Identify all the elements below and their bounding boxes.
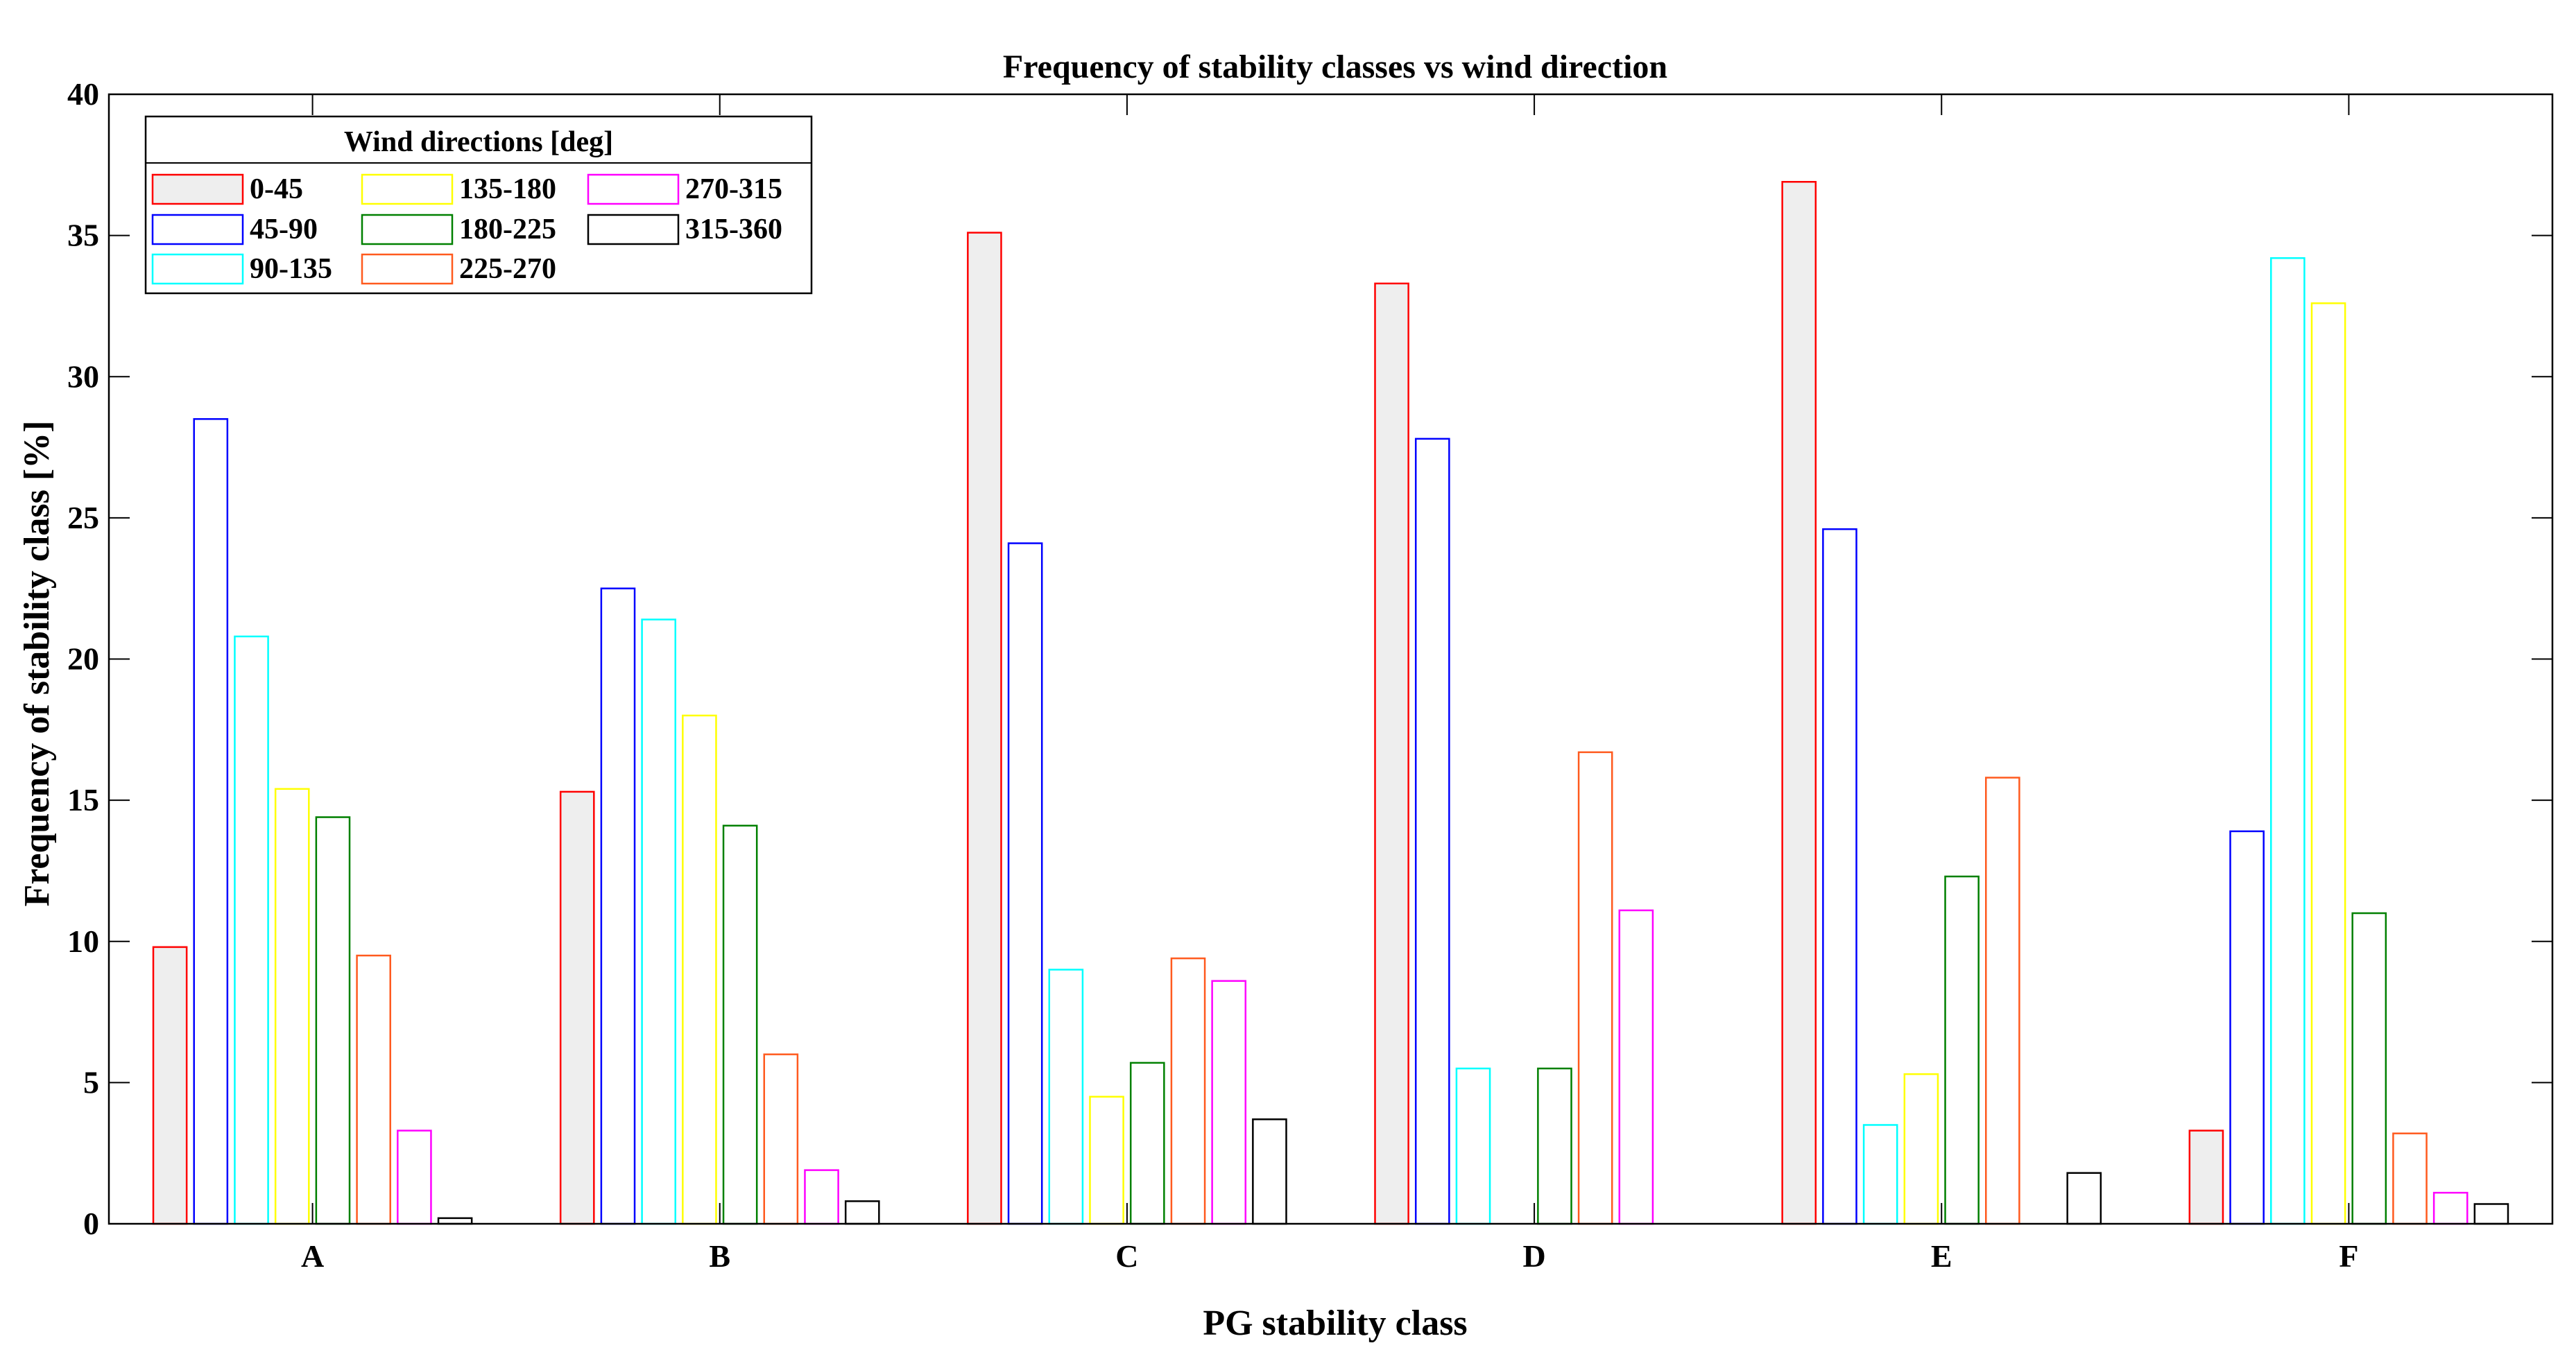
y-tick-label: 20 xyxy=(67,641,99,677)
legend-entry-90-135: 90-135 xyxy=(151,253,332,285)
series-0-45 xyxy=(152,180,2224,1225)
chart-title: Frequency of stability classes vs wind d… xyxy=(1003,49,1667,85)
y-tick-label: 30 xyxy=(67,358,99,394)
bars-layer xyxy=(152,180,2509,1225)
bar-C-0-45 xyxy=(967,232,1002,1225)
y-tick-label: 10 xyxy=(67,924,99,959)
x-tick-label: B xyxy=(709,1238,730,1274)
legend-title: Wind directions [deg] xyxy=(344,126,613,158)
legend-entry-270-315: 270-315 xyxy=(587,173,782,205)
bar-D-0-45 xyxy=(1374,282,1409,1225)
legend-label: 180-225 xyxy=(459,214,556,245)
bar-A-0-45 xyxy=(152,946,188,1225)
y-tick-label: 40 xyxy=(67,76,99,112)
legend-entry-45-90: 45-90 xyxy=(151,214,318,245)
legend-label: 225-270 xyxy=(459,253,556,285)
legend-label: 135-180 xyxy=(459,173,556,205)
y-axis-label: Frequency of stability class [%] xyxy=(17,421,57,907)
legend-box xyxy=(144,115,813,295)
legend-label: 90-135 xyxy=(250,253,332,285)
legend: Wind directions [deg] 0-45 45-90 90-135 135… xyxy=(144,115,813,295)
y-tick-label: 0 xyxy=(83,1206,99,1241)
bar-F-0-45 xyxy=(2188,1129,2224,1225)
x-tick-label: E xyxy=(1931,1238,1952,1274)
y-tick-label: 35 xyxy=(67,218,99,253)
x-tick-label: C xyxy=(1115,1238,1138,1274)
legend-swatch xyxy=(151,253,244,285)
legend-swatch xyxy=(151,173,244,205)
y-tick-label: 25 xyxy=(67,500,99,535)
x-tick-label: D xyxy=(1522,1238,1545,1274)
legend-entry-180-225: 180-225 xyxy=(361,214,556,245)
legend-swatch xyxy=(587,214,680,245)
legend-entry-135-180: 135-180 xyxy=(361,173,556,205)
bar-E-0-45 xyxy=(1781,180,1817,1225)
y-tick-label: 15 xyxy=(67,782,99,817)
legend-swatch xyxy=(361,253,454,285)
axes-layer: 0 5 10 15 20 25 30 35 40 A B C D E F xyxy=(67,76,2554,1274)
legend-swatch xyxy=(151,214,244,245)
legend-entries: 0-45 45-90 90-135 135-180 180-225 225-270 270-… xyxy=(151,173,782,285)
legend-entry-315-360: 315-360 xyxy=(587,214,782,245)
x-tick-label: A xyxy=(301,1238,324,1274)
legend-swatch xyxy=(587,173,680,205)
legend-label: 315-360 xyxy=(685,214,782,245)
y-tick-label: 5 xyxy=(83,1064,99,1100)
legend-swatch xyxy=(361,214,454,245)
legend-entry-0-45: 0-45 xyxy=(151,173,303,205)
x-axis-label: PG stability class xyxy=(1203,1304,1467,1343)
legend-label: 0-45 xyxy=(250,173,303,205)
legend-label: 270-315 xyxy=(685,173,782,205)
legend-swatch xyxy=(361,173,454,205)
legend-label: 45-90 xyxy=(250,214,318,245)
x-tick-label: F xyxy=(2339,1238,2358,1274)
legend-entry-225-270: 225-270 xyxy=(361,253,556,285)
bar-B-0-45 xyxy=(559,790,595,1225)
